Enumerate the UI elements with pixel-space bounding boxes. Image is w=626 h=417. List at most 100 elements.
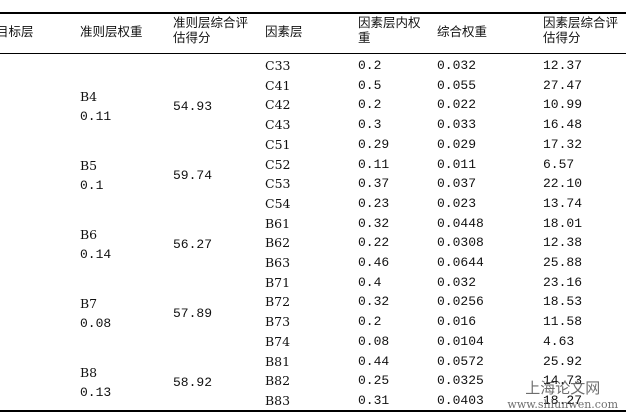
cell: 22.10 (543, 176, 583, 192)
cell: 0.011 (437, 156, 477, 172)
cell: 10.99 (543, 97, 583, 113)
cell: 25.92 (543, 353, 583, 369)
cell: 0.037 (437, 176, 477, 192)
cell: 18.27 (543, 392, 583, 408)
cell: 11.58 (543, 314, 583, 330)
cell: 6.57 (543, 156, 575, 172)
cell: B73 (265, 314, 291, 330)
cell: 18.01 (543, 215, 583, 231)
cell: 0.032 (437, 58, 477, 73)
cell: B72 (265, 294, 291, 310)
cell: 0.37 (358, 176, 390, 192)
cell: B74 (265, 333, 291, 349)
cell: 0.3 (358, 117, 382, 133)
cell: C53 (265, 176, 291, 192)
cell: 0.0572 (437, 353, 484, 369)
cell: C33 (265, 58, 291, 73)
criterion-weight: 0.13 (80, 385, 112, 401)
header-cell: 因素层综合评估得分 (543, 15, 619, 45)
header-cell: 准则层综合评估得分 (173, 15, 249, 45)
criterion-label: B4 (80, 89, 98, 105)
cell: 0.32 (358, 215, 390, 231)
cell: 0.11 (358, 156, 390, 172)
cell: C52 (265, 156, 291, 172)
cell: 0.055 (437, 77, 477, 93)
header-cell: 因素层内权重 (358, 15, 421, 45)
cell: B63 (265, 255, 291, 270)
watermark-url: www.shlunwen.com (507, 398, 618, 411)
cell: B71 (265, 274, 291, 290)
cell: 0.29 (358, 136, 390, 152)
cell: 0.0104 (437, 333, 484, 349)
cell: C43 (265, 117, 291, 133)
cell: 0.44 (358, 353, 390, 369)
criterion-weight: 0.08 (80, 316, 112, 332)
cell: 12.38 (543, 235, 583, 251)
cell: B62 (265, 235, 291, 251)
cell: B82 (265, 373, 291, 389)
cell: 0.2 (358, 314, 382, 330)
cell: 0.2 (358, 58, 382, 73)
cell: C51 (265, 136, 291, 152)
cell: 14.73 (543, 373, 583, 389)
watermark-name: 上海论文网 (525, 379, 601, 397)
criterion-weight: 0.1 (80, 178, 104, 194)
criterion-label: B7 (80, 296, 98, 312)
cell: 0.016 (437, 314, 477, 330)
header-cell: 准则层权重 (80, 24, 143, 39)
criterion-label: B5 (80, 158, 98, 174)
cell: 23.16 (543, 274, 583, 290)
criterion-score: 59.74 (173, 168, 213, 184)
cell: 0.023 (437, 195, 477, 211)
cell: 0.0256 (437, 294, 484, 310)
cell: 0.032 (437, 274, 477, 290)
cell: 0.22 (358, 235, 390, 251)
cell: 0.2 (358, 97, 382, 113)
cell: 17.32 (543, 136, 583, 152)
cell: 0.0325 (437, 373, 484, 389)
cell: 0.033 (437, 117, 477, 133)
criterion-score: 57.89 (173, 306, 213, 322)
criterion-score: 56.27 (173, 237, 213, 253)
cell: 12.37 (543, 58, 583, 73)
cell: 0.4 (358, 274, 382, 290)
header-rule (0, 53, 626, 54)
cell: 18.53 (543, 294, 583, 310)
criterion-score: 54.93 (173, 99, 213, 115)
cell: 27.47 (543, 77, 583, 93)
header-cell: 目标层 (0, 24, 34, 39)
top-rule (0, 12, 626, 14)
cell: 0.0448 (437, 215, 484, 231)
cell: 0.23 (358, 195, 390, 211)
cell: 13.74 (543, 195, 583, 211)
cell: C41 (265, 77, 291, 93)
bottom-rule (0, 410, 626, 412)
cell: 16.48 (543, 117, 583, 133)
cell: 0.31 (358, 392, 390, 408)
cell: 0.5 (358, 77, 382, 93)
cell: B61 (265, 215, 291, 231)
cell: 0.46 (358, 255, 390, 270)
criterion-score: 58.92 (173, 375, 213, 391)
cell: 0.32 (358, 294, 390, 310)
cell: 0.0308 (437, 235, 484, 251)
cell: 0.0403 (437, 392, 484, 408)
header-cell: 因素层 (265, 24, 303, 39)
cell: 0.0644 (437, 255, 484, 270)
cell: C54 (265, 195, 291, 211)
watermark: 上海论文网 www.shlunwen.com (507, 377, 618, 411)
cell: 25.88 (543, 255, 583, 270)
criterion-weight: 0.14 (80, 247, 112, 263)
cell: C42 (265, 97, 291, 113)
criterion-weight: 0.11 (80, 109, 112, 125)
criterion-label: B6 (80, 227, 98, 243)
header-cell: 综合权重 (437, 24, 488, 39)
cell: 4.63 (543, 333, 575, 349)
cell: 0.029 (437, 136, 477, 152)
cell: 0.25 (358, 373, 390, 389)
cell: 0.022 (437, 97, 477, 113)
criterion-label: B8 (80, 365, 98, 381)
cell: B81 (265, 353, 291, 369)
cell: 0.08 (358, 333, 390, 349)
